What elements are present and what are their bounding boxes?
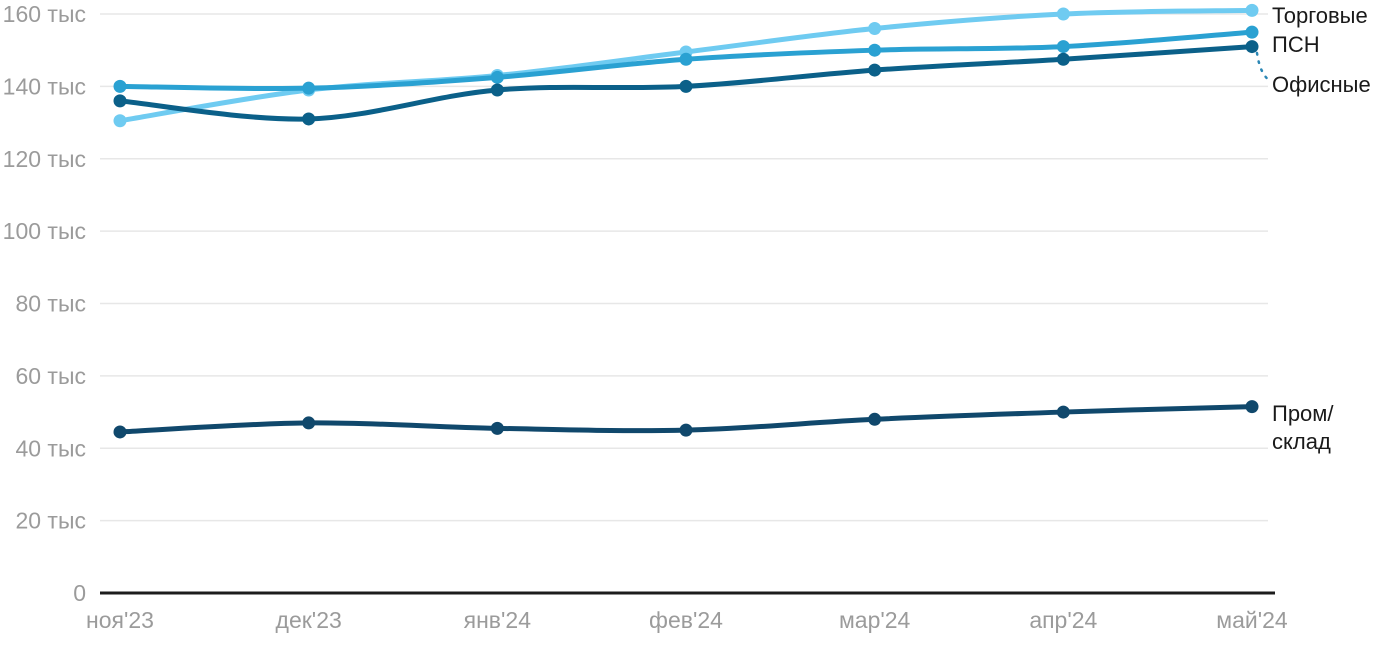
series-point: [1245, 400, 1259, 414]
x-tick-label: янв'24: [464, 607, 532, 633]
series-point: [1056, 52, 1070, 66]
series-point: [1056, 7, 1070, 21]
series-label: Офисные: [1272, 72, 1371, 97]
y-tick-label: 80 тыс: [15, 291, 86, 317]
series-point: [490, 70, 504, 84]
x-tick-label: дек'23: [276, 607, 342, 633]
series-label: ПСН: [1272, 32, 1320, 57]
series-point: [1056, 405, 1070, 419]
series-point: [1056, 40, 1070, 54]
y-tick-label: 120 тыс: [3, 146, 86, 172]
series-point: [679, 79, 693, 93]
series-point: [868, 412, 882, 426]
series-point: [1245, 3, 1259, 17]
series-point: [679, 423, 693, 437]
series-point: [113, 79, 127, 93]
series-point: [302, 81, 316, 95]
series-point: [113, 114, 127, 128]
y-tick-label: 60 тыс: [15, 363, 86, 389]
series-point: [490, 421, 504, 435]
x-tick-label: ноя'23: [86, 607, 154, 633]
y-tick-label: 160 тыс: [3, 1, 86, 27]
series-point: [868, 43, 882, 57]
series-point: [113, 425, 127, 439]
x-tick-label: май'24: [1216, 607, 1288, 633]
series-point: [302, 112, 316, 126]
series-point: [302, 416, 316, 430]
series-point: [679, 52, 693, 66]
series-label: склад: [1272, 429, 1331, 454]
x-tick-label: апр'24: [1029, 607, 1097, 633]
series-point: [490, 83, 504, 97]
series-point: [868, 63, 882, 77]
series-point: [113, 94, 127, 108]
x-tick-label: мар'24: [839, 607, 911, 633]
y-tick-label: 20 тыс: [15, 508, 86, 534]
label-leader-line: [1255, 51, 1272, 83]
y-tick-label: 100 тыс: [3, 218, 86, 244]
series-label: Торговые: [1272, 3, 1368, 28]
series-point: [1245, 25, 1259, 39]
y-tick-label: 0: [73, 580, 86, 606]
y-tick-label: 140 тыс: [3, 73, 86, 99]
series-point: [868, 21, 882, 35]
x-tick-label: фев'24: [649, 607, 723, 633]
y-tick-label: 40 тыс: [15, 435, 86, 461]
series-label: Пром/: [1272, 401, 1334, 426]
series-point: [1245, 40, 1259, 54]
